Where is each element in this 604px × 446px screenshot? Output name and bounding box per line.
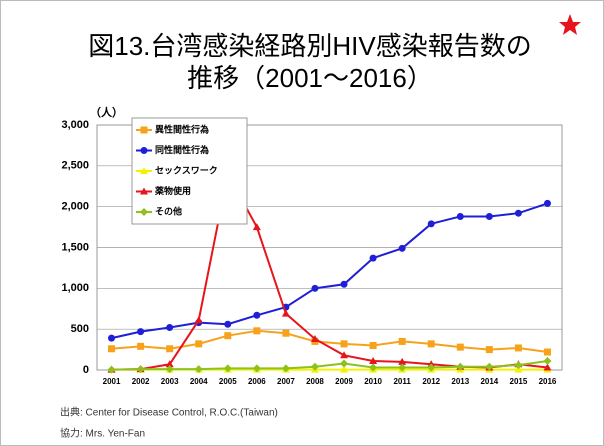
marker <box>456 343 464 351</box>
x-tick-label: 2005 <box>219 377 237 386</box>
marker <box>281 364 290 373</box>
chart-title: 図13.台湾感染経路別HIV感染報告数の <box>88 31 532 61</box>
x-tick-label: 2004 <box>190 377 208 386</box>
marker <box>427 363 436 372</box>
marker <box>369 357 378 365</box>
marker <box>194 316 203 324</box>
marker <box>165 360 174 368</box>
x-tick-label: 2006 <box>248 377 266 386</box>
marker <box>311 284 319 292</box>
marker <box>485 362 494 371</box>
marker <box>166 345 174 353</box>
marker <box>223 364 232 373</box>
x-tick-label: 2008 <box>306 377 324 386</box>
marker <box>543 348 551 356</box>
marker <box>398 244 406 252</box>
marker <box>369 363 378 372</box>
marker <box>136 365 145 374</box>
marker <box>340 365 349 373</box>
marker <box>140 208 148 216</box>
marker <box>252 364 261 373</box>
marker <box>253 327 261 335</box>
series-line <box>111 202 548 340</box>
marker <box>166 324 174 332</box>
marker <box>456 362 465 371</box>
y-tick-label: 0 <box>83 364 89 376</box>
series-line <box>111 360 548 371</box>
marker <box>543 357 552 366</box>
y-tick-label: 1,500 <box>61 241 89 253</box>
marker <box>252 223 261 231</box>
y-tick-label: 500 <box>71 323 89 335</box>
marker <box>427 220 435 228</box>
marker <box>281 309 290 317</box>
marker <box>165 365 174 374</box>
legend-label: 同性間性行為 <box>155 144 209 155</box>
marker <box>369 342 377 349</box>
y-tick-label: 2,500 <box>61 160 89 172</box>
y-tick-label: 2,000 <box>61 201 89 213</box>
marker <box>485 346 493 354</box>
x-tick-label: 2016 <box>539 377 557 386</box>
x-tick-label: 2007 <box>277 377 295 386</box>
marker <box>137 328 145 336</box>
x-tick-label: 2013 <box>451 377 469 386</box>
source: 出典: Center for Disease Control, R.O.C.(T… <box>60 406 278 419</box>
y-tick-label: 1,000 <box>61 282 89 294</box>
marker <box>427 340 435 348</box>
x-tick-label: 2002 <box>132 377 150 386</box>
marker <box>340 359 349 368</box>
marker <box>108 334 116 342</box>
x-tick-label: 2012 <box>422 377 440 386</box>
marker <box>140 187 148 195</box>
marker <box>485 212 493 220</box>
marker <box>107 365 116 374</box>
x-tick-label: 2011 <box>393 377 411 386</box>
legend-label: 異性間性行為 <box>155 123 209 134</box>
marker <box>514 361 523 370</box>
legend-label: 薬物使用 <box>155 185 191 196</box>
marker <box>140 167 148 174</box>
marker <box>282 329 290 337</box>
marker <box>514 344 522 352</box>
chart-title: 推移（2001～2016） <box>187 63 433 93</box>
marker <box>340 340 348 348</box>
star-icon <box>559 14 581 35</box>
x-tick-label: 2010 <box>364 377 382 386</box>
marker <box>108 345 116 353</box>
marker <box>340 280 348 288</box>
legend-label: その他 <box>155 205 182 216</box>
x-tick-label: 2001 <box>103 377 121 386</box>
x-tick-label: 2014 <box>480 377 498 386</box>
marker <box>398 357 407 365</box>
marker <box>369 254 377 262</box>
x-tick-label: 2015 <box>510 377 528 386</box>
x-tick-label: 2003 <box>161 377 179 386</box>
marker <box>340 351 349 359</box>
marker <box>398 363 407 372</box>
series-line <box>111 329 548 354</box>
marker <box>543 199 551 207</box>
credit: 協力: Mrs. Yen-Fan <box>60 427 145 440</box>
legend-label: セックスワーク <box>155 165 218 175</box>
marker <box>137 342 145 350</box>
marker <box>140 126 148 134</box>
marker <box>514 209 522 217</box>
marker <box>195 340 203 348</box>
y-unit: （人） <box>90 105 123 119</box>
marker <box>310 334 319 342</box>
marker <box>543 363 552 371</box>
y-tick-label: 3,000 <box>61 119 89 131</box>
marker <box>456 212 464 220</box>
marker <box>398 337 406 345</box>
marker <box>224 332 232 340</box>
marker <box>224 320 232 328</box>
marker <box>194 365 203 374</box>
marker <box>253 311 261 319</box>
marker <box>310 362 319 371</box>
marker <box>140 147 148 154</box>
x-tick-label: 2009 <box>335 377 353 386</box>
